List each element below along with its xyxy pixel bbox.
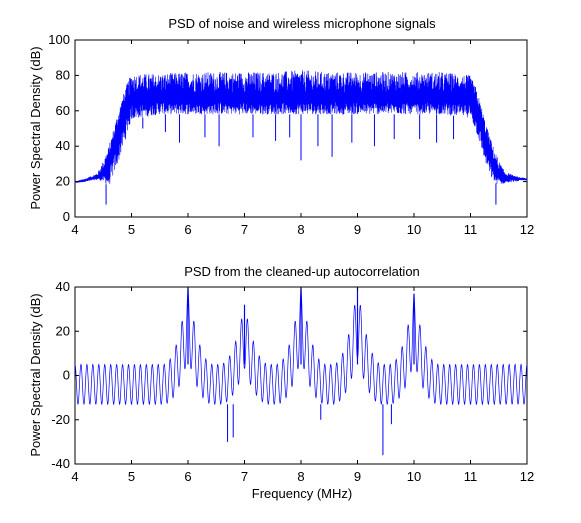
- top-y-tick-label: 20: [56, 174, 70, 189]
- bottom-y-ticks: -40 -20 0 20 40: [51, 279, 527, 471]
- top-y-tick-label: 40: [56, 138, 70, 153]
- bottom-y-tick-label: 40: [56, 279, 70, 294]
- bottom-y-tick-label: 20: [56, 323, 70, 338]
- top-y-axis-label: Power Spectral Density (dB): [28, 46, 43, 209]
- bottom-y-tick-label: 0: [63, 368, 70, 383]
- top-x-tick-label: 11: [464, 222, 478, 237]
- top-x-tick-label: 12: [520, 222, 534, 237]
- top-y-tick-label: 60: [56, 103, 70, 118]
- bottom-x-tick-label: 10: [407, 469, 421, 484]
- top-x-tick-label: 7: [241, 222, 248, 237]
- top-x-ticks: 4 5 6 7 8 9 10 11 12: [71, 40, 534, 237]
- bottom-x-tick-label: 5: [128, 469, 135, 484]
- bottom-y-tick-label: -20: [51, 412, 70, 427]
- top-x-tick-label: 8: [297, 222, 304, 237]
- bottom-x-tick-label: 11: [464, 469, 478, 484]
- bottom-x-ticks: 4 5 6 7 8 9 10 11 12: [71, 287, 534, 484]
- top-y-ticks: 0 20 40 60 80 100: [48, 32, 527, 224]
- top-y-tick-label: 0: [63, 209, 70, 224]
- top-series-group: [74, 70, 528, 205]
- top-y-tick-label: 100: [48, 32, 70, 47]
- bottom-x-tick-label: 6: [184, 469, 191, 484]
- top-chart-title: PSD of noise and wireless microphone sig…: [168, 16, 436, 31]
- bottom-x-tick-label: 4: [71, 469, 78, 484]
- top-x-tick-label: 6: [184, 222, 191, 237]
- bottom-panel: PSD from the cleaned-up autocorrelation …: [28, 264, 534, 501]
- bottom-y-tick-label: -40: [51, 456, 70, 471]
- top-x-tick-label: 5: [128, 222, 135, 237]
- top-panel: PSD of noise and wireless microphone sig…: [28, 16, 534, 237]
- top-x-tick-label: 9: [354, 222, 361, 237]
- top-y-tick-label: 80: [56, 67, 70, 82]
- bottom-series-group: [74, 286, 528, 456]
- top-x-tick-label: 4: [71, 222, 78, 237]
- bottom-chart-title: PSD from the cleaned-up autocorrelation: [184, 264, 420, 279]
- bottom-y-axis-label: Power Spectral Density (dB): [28, 293, 43, 456]
- top-series-line: [74, 70, 528, 184]
- bottom-x-tick-label: 12: [520, 469, 534, 484]
- top-x-tick-label: 10: [407, 222, 421, 237]
- bottom-x-tick-label: 8: [297, 469, 304, 484]
- bottom-x-axis-label: Frequency (MHz): [252, 486, 352, 501]
- bottom-x-tick-label: 9: [354, 469, 361, 484]
- bottom-x-tick-label: 7: [241, 469, 248, 484]
